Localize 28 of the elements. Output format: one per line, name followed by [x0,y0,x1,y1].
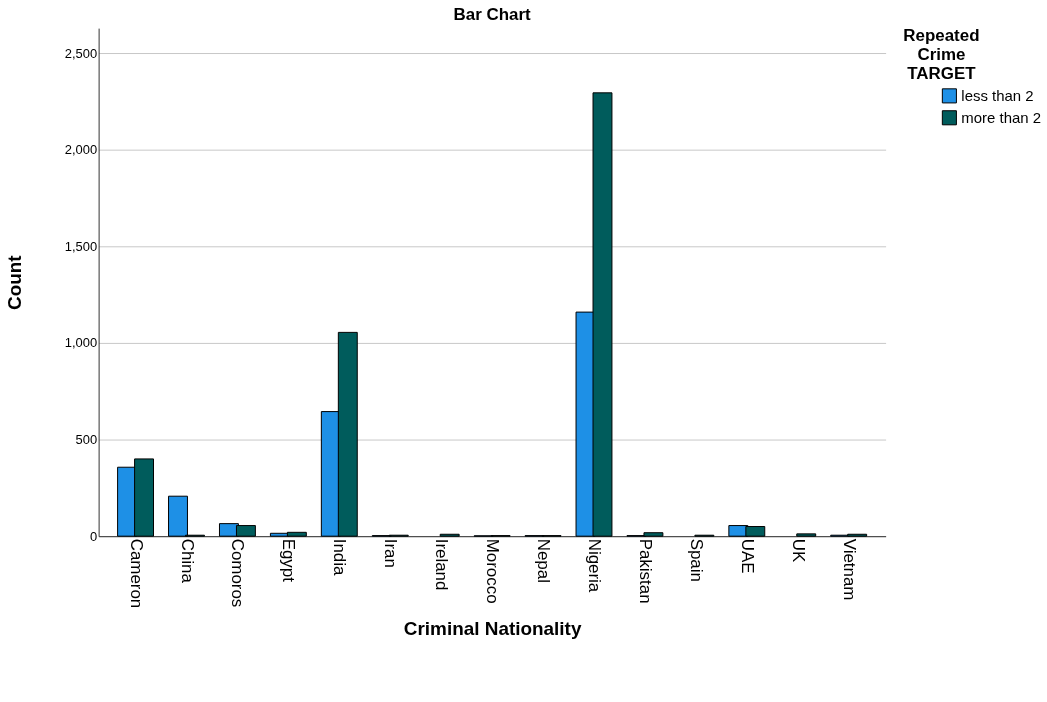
x-tick-label: Egypt [279,538,299,583]
bar [796,533,817,537]
x-tick-label: Spain [686,538,706,582]
legend-label: more than 2 [961,108,1042,126]
legend-title: Repeated Crime TARGET [903,26,980,83]
x-tick-label: Vietnam [839,538,859,601]
x-tick-label: Pakistan [635,538,655,604]
x-tick-label: India [330,538,350,576]
x-tick-label: Morocco [483,538,503,604]
x-tick-label: Comoros [228,538,248,608]
y-tick-label: 0 [89,528,98,544]
y-tick-label: 2,000 [64,142,98,158]
legend-label: less than 2 [961,86,1034,104]
chart-title: Bar Chart [453,5,532,25]
y-axis-title: Count [3,254,25,310]
x-tick-label: Cameron [126,538,146,609]
x-tick-label: Nigeria [585,538,605,593]
y-tick-label: 500 [75,432,98,448]
x-tick-label: UAE [737,538,757,574]
x-tick-label: Nepal [534,538,554,583]
x-tick-label: Iran [381,538,401,568]
x-tick-label: China [177,538,197,584]
y-tick-label: 2,500 [64,45,98,61]
x-axis-title: Criminal Nationality [403,618,582,640]
y-tick-label: 1,000 [64,335,98,351]
x-tick-label: UK [788,538,808,563]
x-tick-label: Ireland [432,538,452,591]
y-tick-label: 1,500 [64,238,98,254]
